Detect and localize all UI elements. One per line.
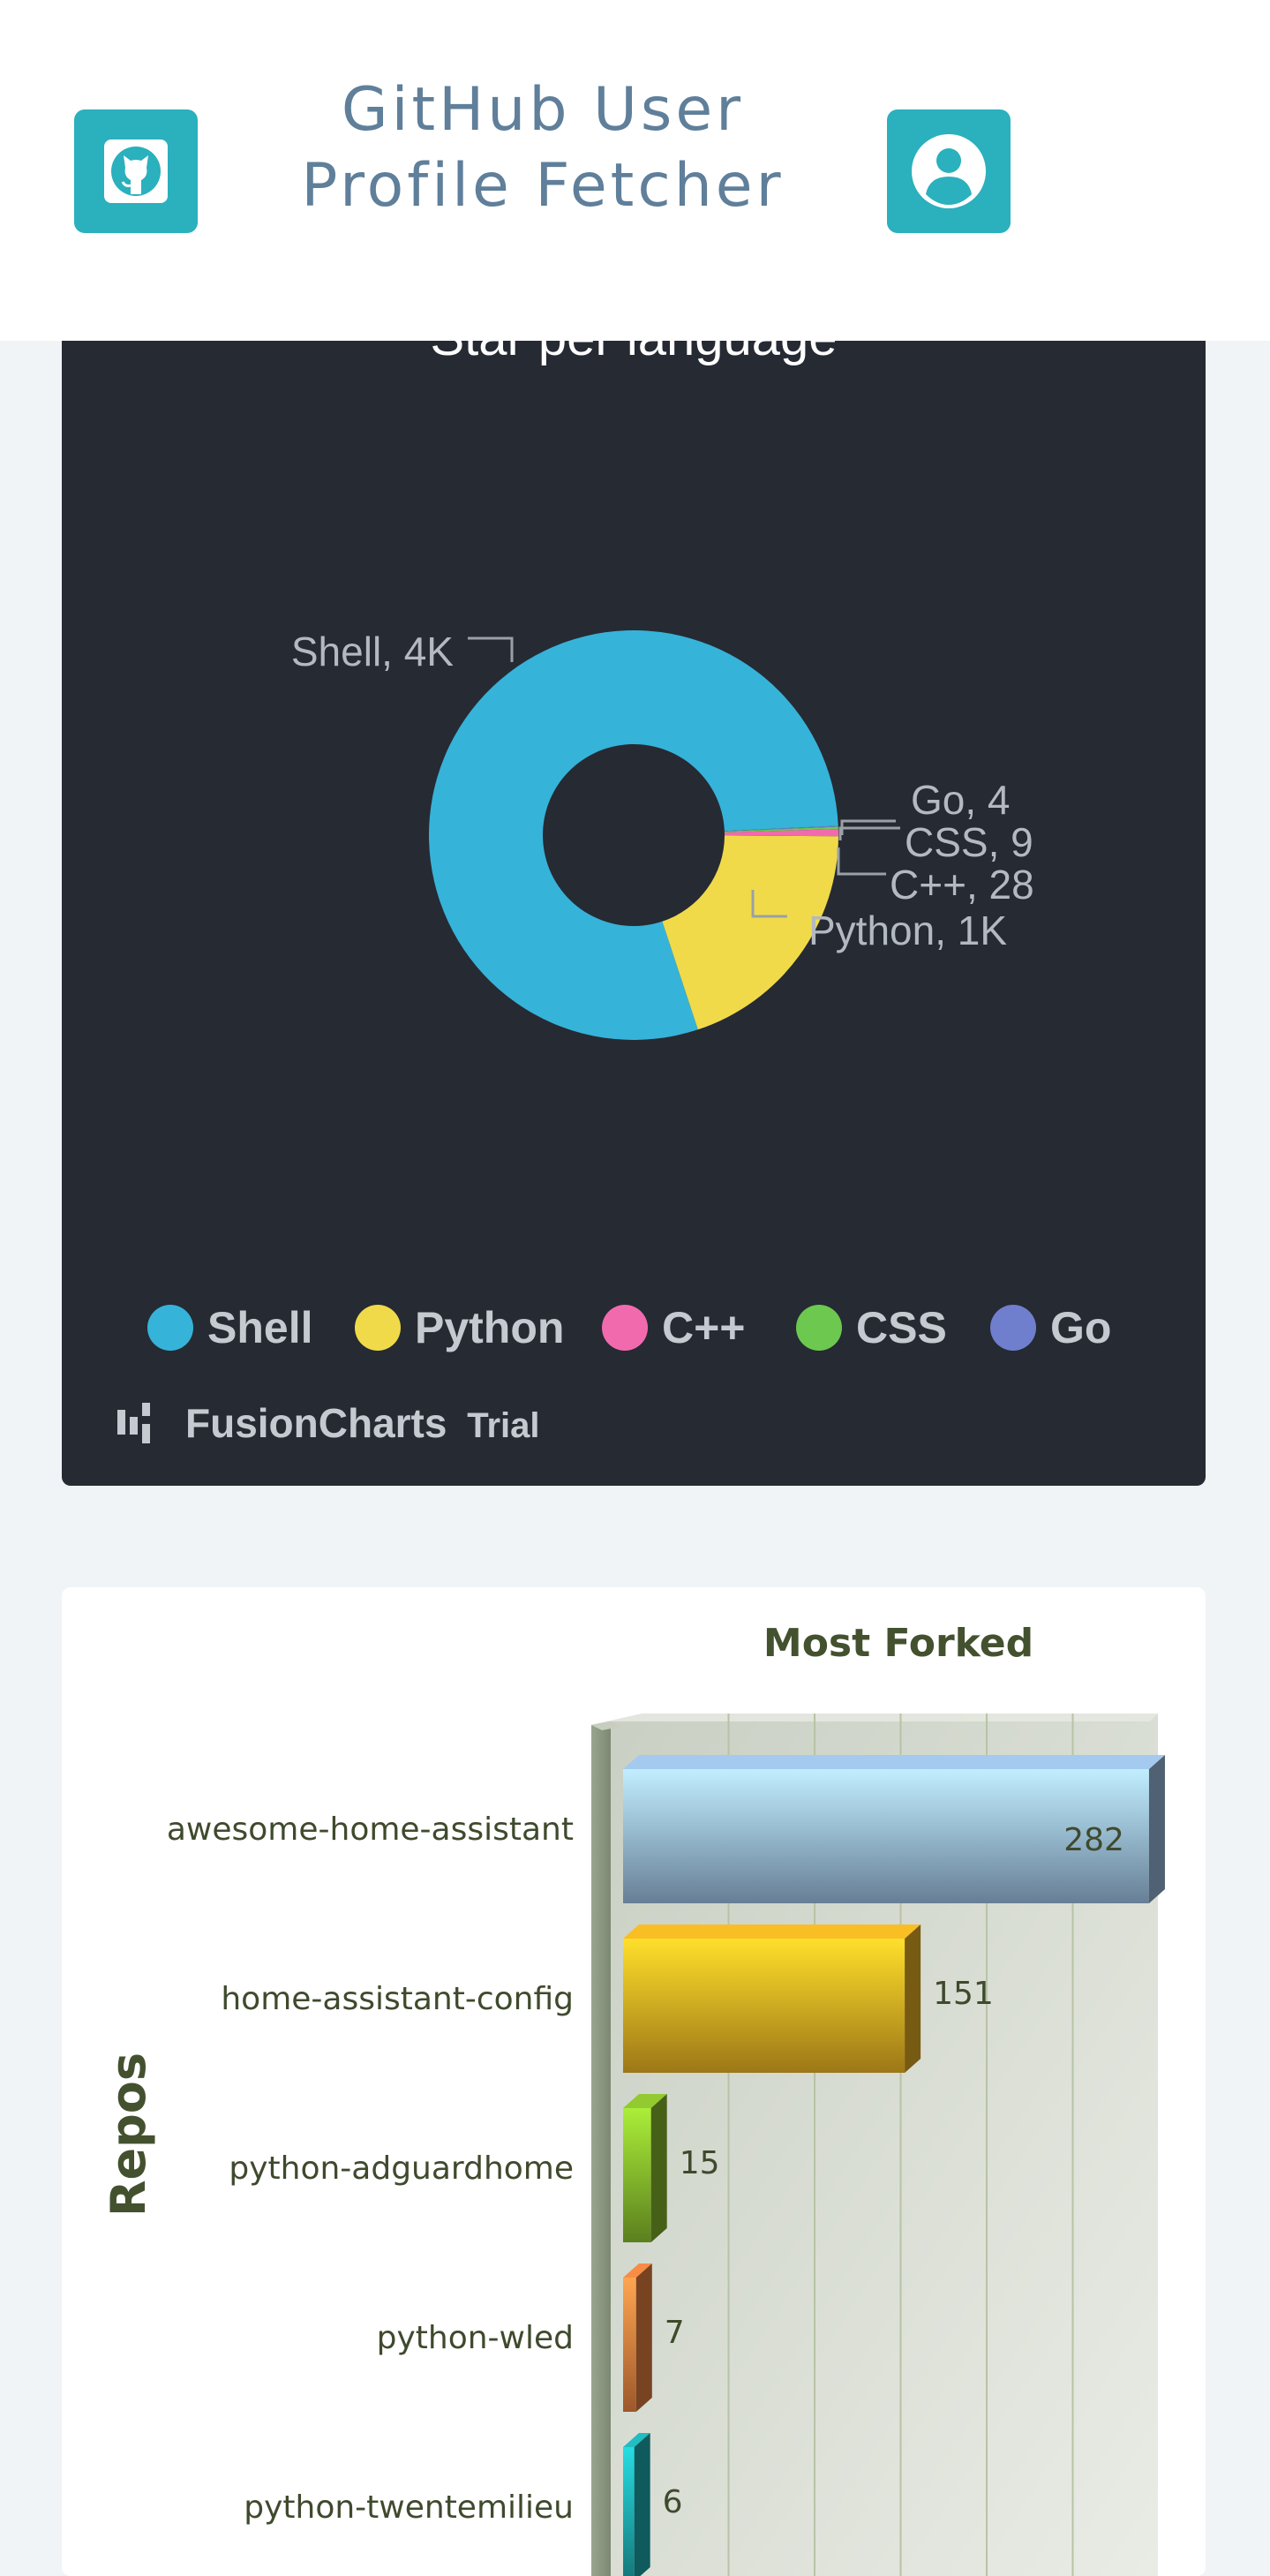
leader-line — [840, 819, 896, 835]
legend-marker — [147, 1305, 193, 1351]
leader-line — [751, 890, 787, 918]
slice-go[interactable] — [724, 825, 838, 832]
fusioncharts-credit[interactable]: FusionCharts Trial — [117, 1400, 540, 1446]
value-label: 7 — [665, 2315, 685, 2351]
bar-python-twentemilieu[interactable] — [623, 2433, 650, 2576]
bar-awesome-home-assistant[interactable] — [623, 1755, 1165, 1903]
data-label: C++, 28 — [890, 862, 1034, 908]
stars-per-language-card: Star per language Shell, 4K Python, 1K C++… — [62, 327, 1206, 1486]
slice-cpp[interactable] — [724, 829, 838, 837]
credit-text: FusionCharts — [185, 1400, 447, 1446]
app-header: GitHub User Profile Fetcher — [0, 0, 1270, 341]
data-label: Shell, 4K — [291, 629, 454, 674]
svg-text:FusionCharts Trial: FusionCharts Trial — [185, 1400, 540, 1446]
legend-label: Go — [1050, 1303, 1111, 1352]
category-label: awesome-home-assistant — [167, 1811, 574, 1848]
category-label: python-twentemilieu — [244, 2489, 574, 2526]
chart-title: Most Forked — [763, 1621, 1033, 1666]
app-title-line2: Profile Fetcher — [301, 151, 785, 221]
legend-item-python[interactable]: Python — [355, 1303, 564, 1352]
legend-label: CSS — [856, 1303, 947, 1352]
legend-marker — [796, 1305, 842, 1351]
data-label: Python, 1K — [808, 908, 1007, 953]
bar-python-wled[interactable] — [623, 2263, 652, 2412]
y-axis-title: Repos — [101, 2053, 156, 2217]
legend-marker — [990, 1305, 1036, 1351]
user-profile-button[interactable] — [887, 109, 1011, 233]
legend-marker — [355, 1305, 401, 1351]
user-avatar-icon — [912, 134, 986, 208]
github-button[interactable] — [74, 109, 198, 233]
bar-home-assistant-config[interactable] — [623, 1924, 921, 2073]
value-label: 282 — [1063, 1822, 1124, 1858]
leader-line — [838, 826, 900, 840]
category-label: python-adguardhome — [229, 2150, 574, 2187]
github-icon — [104, 139, 168, 203]
legend-item-shell[interactable]: Shell — [147, 1303, 312, 1352]
most-forked-chart: Most Forked awesome-home-assistant home-a… — [101, 1621, 1165, 2576]
value-label: 6 — [663, 2484, 683, 2520]
most-forked-card: Most Forked awesome-home-assistant home-a… — [62, 1587, 1206, 2576]
app-title-line1: GitHub User — [341, 75, 745, 145]
legend-label: Python — [415, 1303, 564, 1352]
slice-css[interactable] — [724, 826, 838, 832]
data-label: CSS, 9 — [905, 819, 1033, 865]
legend-marker — [602, 1305, 648, 1351]
bar-python-adguardhome[interactable] — [623, 2094, 667, 2242]
slice-python[interactable] — [662, 835, 838, 1030]
category-label: home-assistant-config — [221, 1981, 574, 2017]
legend-label: Shell — [207, 1303, 312, 1352]
legend-item-css[interactable]: CSS — [796, 1303, 947, 1352]
data-label: Go, 4 — [911, 777, 1011, 823]
value-label: 15 — [680, 2145, 720, 2181]
legend-label: C++ — [662, 1303, 746, 1352]
value-label: 151 — [933, 1976, 994, 2012]
category-label: python-wled — [377, 2320, 574, 2356]
app-title: GitHub User Profile Fetcher — [265, 72, 821, 224]
credit-suffix: Trial — [467, 1406, 539, 1445]
legend-item-cpp[interactable]: C++ — [602, 1303, 746, 1352]
fusioncharts-logo-icon — [117, 1403, 150, 1443]
legend-item-go[interactable]: Go — [990, 1303, 1111, 1352]
leader-line — [468, 636, 514, 662]
slice-shell[interactable] — [428, 630, 838, 1040]
leader-line — [837, 847, 886, 876]
